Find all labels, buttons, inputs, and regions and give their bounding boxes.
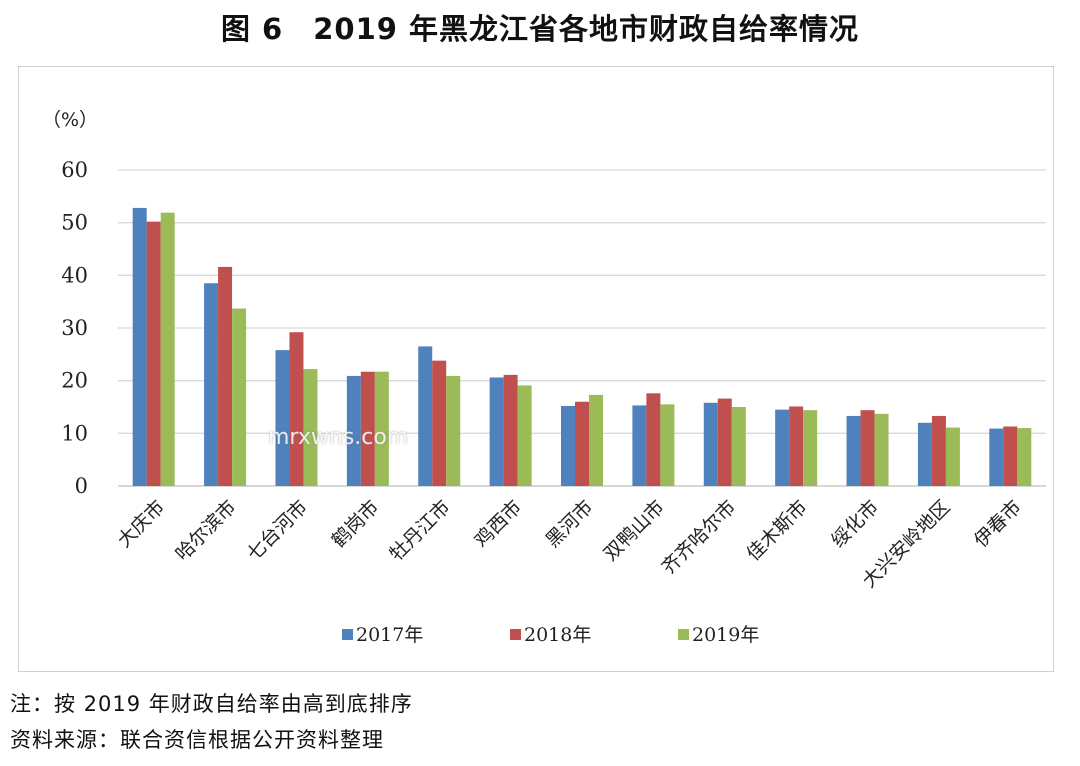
bar-2018-12 xyxy=(1003,426,1018,486)
bar-2018-10 xyxy=(860,410,875,486)
legend-swatch xyxy=(342,629,353,640)
bar-2019-7 xyxy=(660,404,675,486)
figure-title: 图 6 2019 年黑龙江省各地市财政自给率情况 xyxy=(220,12,860,46)
bar-2019-3 xyxy=(374,371,389,486)
bar-2017-7 xyxy=(632,405,647,486)
bar-2019-12 xyxy=(1017,428,1032,486)
chart-note: 注：按 2019 年财政自给率由高到底排序 xyxy=(10,692,413,716)
bar-2017-0 xyxy=(132,207,147,487)
bar-2017-9 xyxy=(775,409,790,486)
bar-2017-8 xyxy=(703,402,718,486)
y-tick-label: 50 xyxy=(61,211,88,235)
bar-2019-1 xyxy=(232,308,247,486)
bar-2018-2 xyxy=(289,332,304,486)
bar-2017-3 xyxy=(346,375,361,486)
data-source-note: 资料来源：联合资信根据公开资料整理 xyxy=(10,728,384,752)
y-tick-label: 60 xyxy=(61,158,88,182)
x-tick-label: 绥化市 xyxy=(827,496,883,552)
bar-2018-5 xyxy=(503,374,518,486)
watermark-text: mrxwns.com xyxy=(268,425,409,450)
bar-chart: （%） 0 10 20 30 40 50 60 大庆市 哈尔滨市 七台河市 鹤岗市 牡丹江市 鸡西市 黑河市… xyxy=(42,109,1046,646)
bar-2018-4 xyxy=(432,360,447,486)
bar-2018-7 xyxy=(646,393,661,486)
bar-2019-0 xyxy=(160,212,175,486)
legend-label: 2018年 xyxy=(524,624,591,646)
bar-2019-11 xyxy=(945,427,960,486)
legend-label: 2017年 xyxy=(356,624,423,646)
x-tick-label: 双鸭山市 xyxy=(600,496,669,565)
bar-2018-9 xyxy=(789,406,804,486)
bar-2019-9 xyxy=(803,410,818,486)
y-tick-label: 10 xyxy=(61,421,88,445)
x-tick-label: 七台河市 xyxy=(243,496,312,565)
bar-2018-3 xyxy=(360,371,375,486)
bar-2017-5 xyxy=(489,377,504,486)
chart-frame xyxy=(18,66,1054,672)
x-tick-label: 鸡西市 xyxy=(470,496,526,552)
x-tick-label: 黑河市 xyxy=(542,496,598,552)
y-tick-label: 0 xyxy=(75,474,88,498)
x-tick-label: 牡丹江市 xyxy=(385,496,454,565)
y-tick-label: 20 xyxy=(61,369,88,393)
bar-2018-0 xyxy=(146,221,161,486)
x-tick-label: 佳木斯市 xyxy=(742,496,811,565)
y-tick-label: 40 xyxy=(61,263,88,287)
legend-swatch xyxy=(678,629,689,640)
bar-2017-6 xyxy=(561,405,575,486)
bar-2017-12 xyxy=(989,428,1004,486)
x-tick-label: 齐齐哈尔市 xyxy=(658,496,741,579)
bar-2019-10 xyxy=(874,413,889,486)
y-unit-label: （%） xyxy=(42,109,98,131)
bar-2019-8 xyxy=(731,407,746,486)
x-tick-label: 鹤岗市 xyxy=(328,496,384,552)
legend-swatch xyxy=(510,629,521,640)
legend-label: 2019年 xyxy=(692,624,759,646)
bar-2019-5 xyxy=(517,385,532,486)
bar-2019-4 xyxy=(446,375,461,486)
bar-2017-10 xyxy=(846,415,861,486)
bar-2018-1 xyxy=(218,266,233,486)
x-tick-label: 大庆市 xyxy=(113,496,169,552)
x-tick-label: 伊春市 xyxy=(970,496,1026,552)
bar-2019-2 xyxy=(303,369,318,486)
bar-2018-11 xyxy=(931,415,946,486)
bar-2017-4 xyxy=(418,346,433,486)
bar-2019-6 xyxy=(589,394,603,486)
bar-2018-6 xyxy=(575,401,589,486)
bar-2017-1 xyxy=(204,283,219,486)
bar-2018-8 xyxy=(717,398,732,486)
bar-2017-2 xyxy=(275,350,290,486)
bar-2017-11 xyxy=(917,422,932,486)
x-tick-label: 哈尔滨市 xyxy=(171,496,240,565)
y-tick-label: 30 xyxy=(61,316,88,340)
